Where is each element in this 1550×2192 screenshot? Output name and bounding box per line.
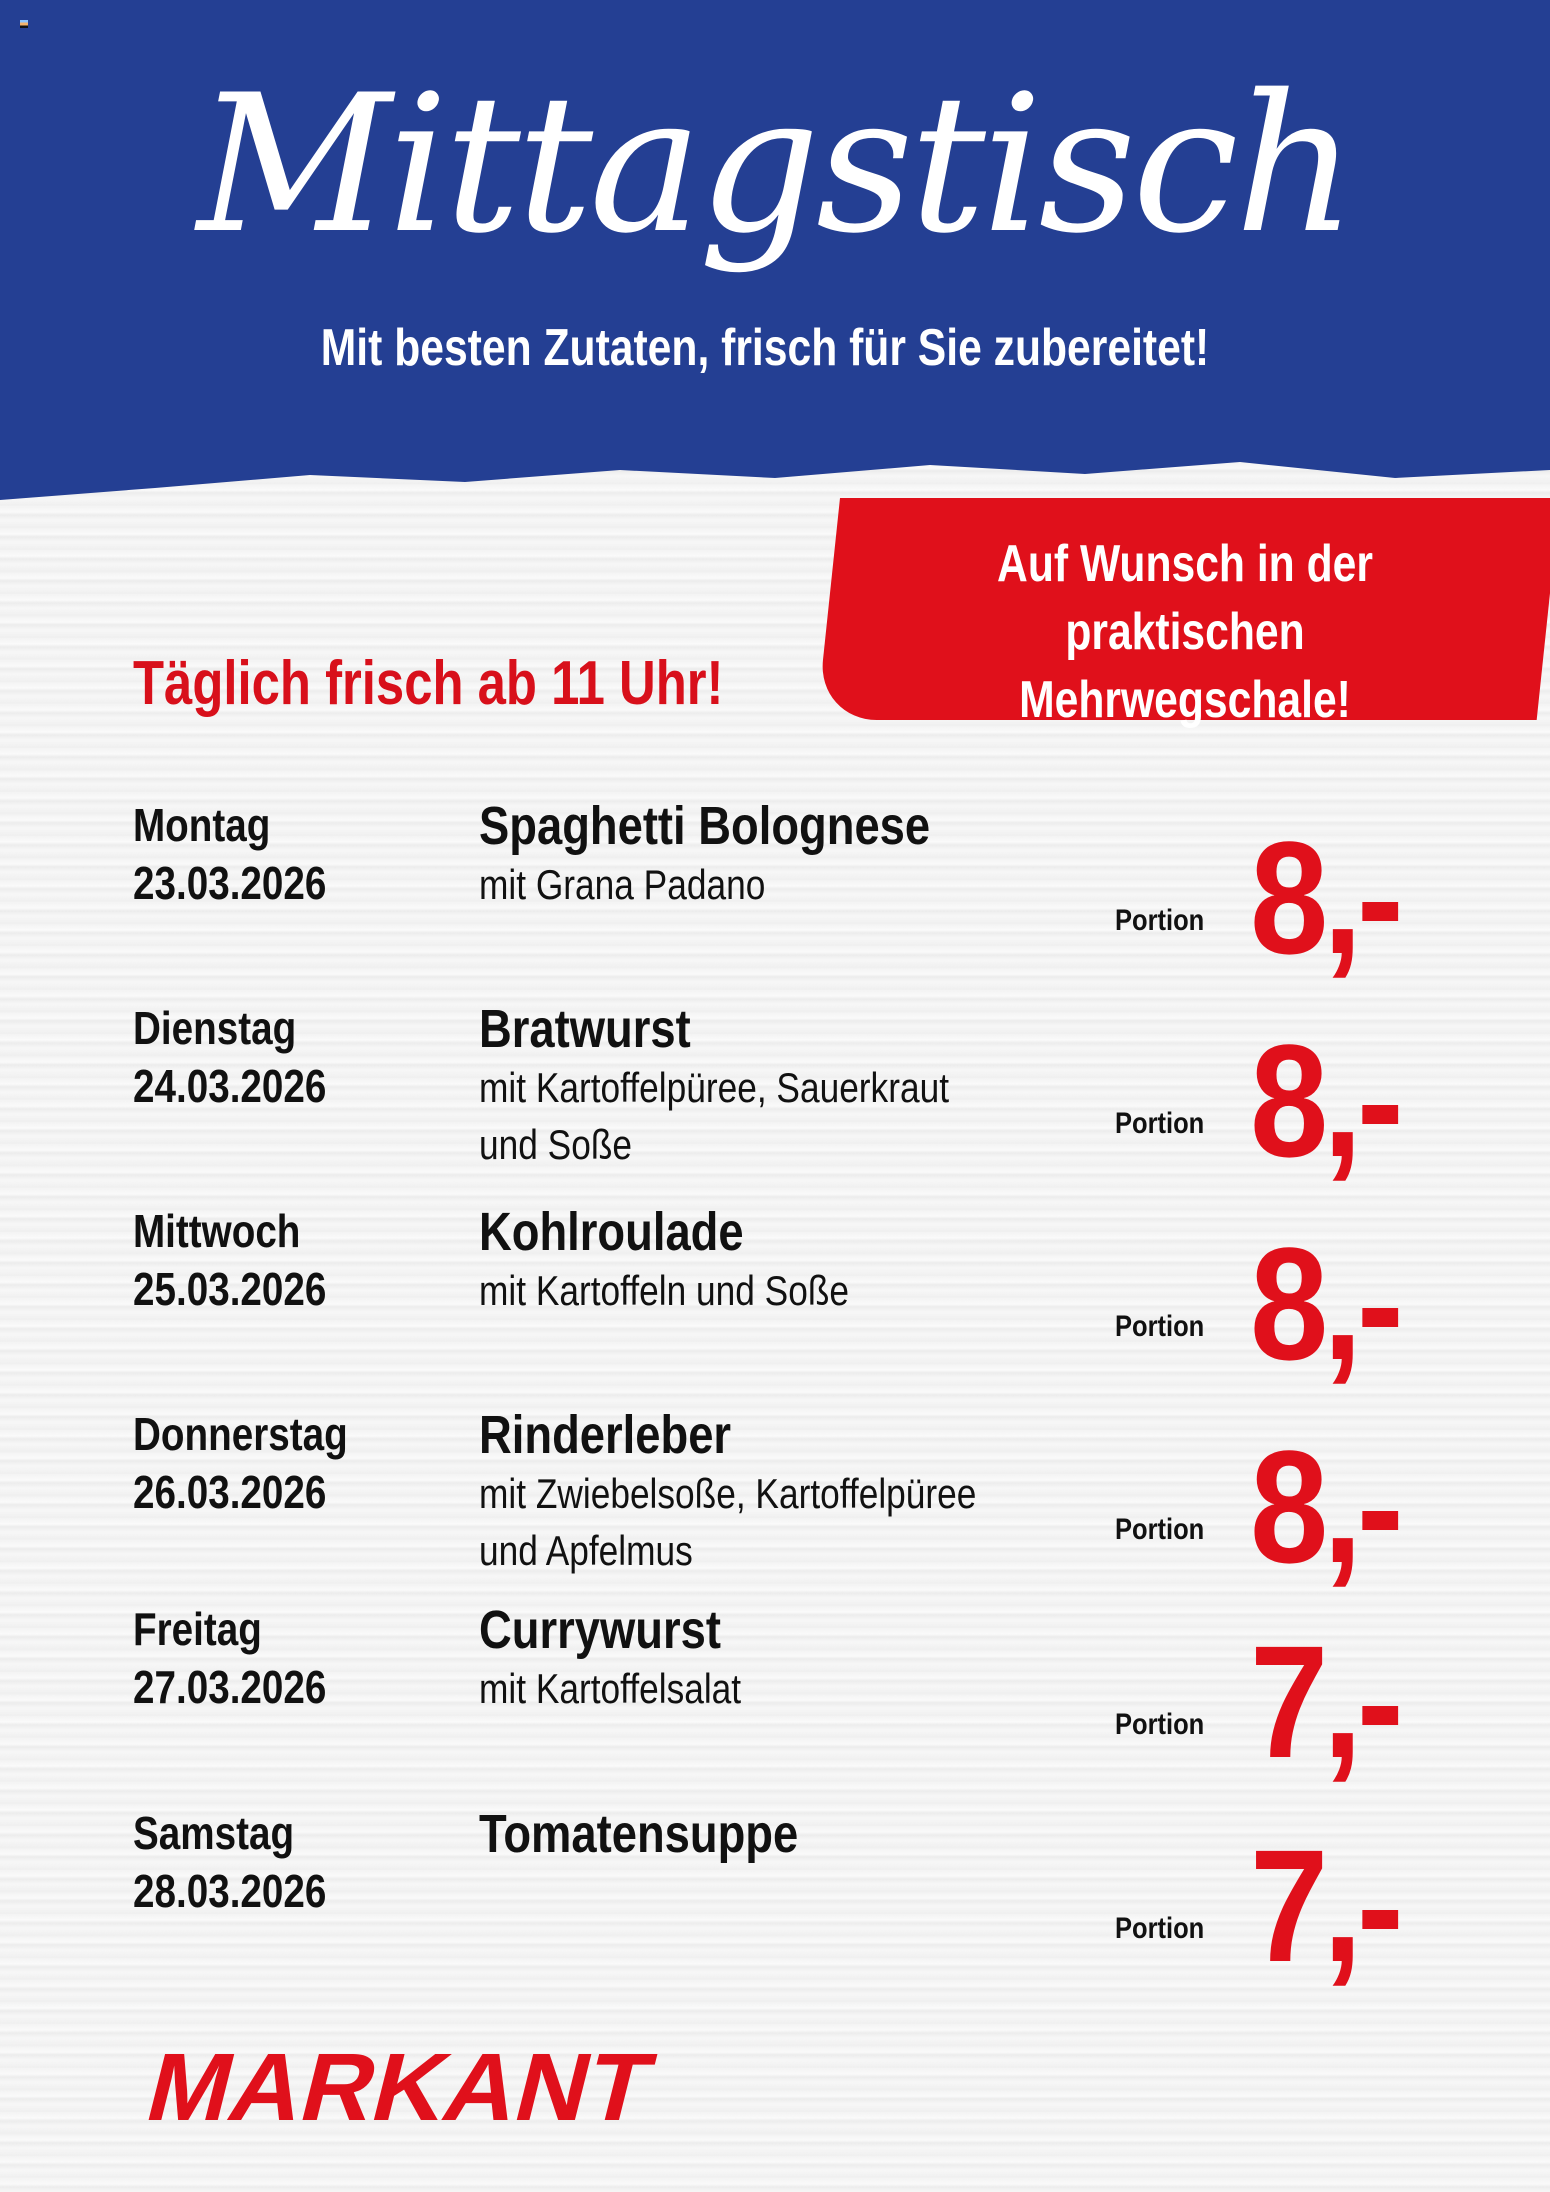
menu-day: Samstag 28.03.2026 [133,1804,326,1920]
page-title: Mittagstisch [197,54,1357,275]
banner-text: Auf Wunsch in der praktischen Mehrwegsch… [997,535,1373,729]
dish-description: mit Kartoffeln und Soße [479,1267,849,1314]
portion-label: Portion [1115,1107,1205,1140]
price: 7,- [1250,1816,1404,1995]
price: 7,- [1250,1612,1404,1791]
menu-day: Freitag 27.03.2026 [133,1600,326,1716]
dish-description: mit Grana Padano [479,861,766,908]
menu-day: Montag 23.03.2026 [133,796,326,912]
day-name: Montag [133,799,271,851]
menu-day: Dienstag 24.03.2026 [133,999,326,1115]
portion-label: Portion [1115,1310,1205,1343]
portion-label: Portion [1115,1513,1205,1546]
dish-name: Bratwurst [479,999,691,1059]
day-date: 27.03.2026 [133,1661,327,1713]
portion-label: Portion [1115,1912,1205,1945]
dish-description: mit Zwiebelsoße, Kartoffelpüree und Apfe… [479,1470,977,1574]
daily-note: Täglich frisch ab 11 Uhr! [133,649,724,718]
price: 8,- [1250,1214,1404,1393]
day-date: 26.03.2026 [133,1466,327,1518]
day-name: Dienstag [133,1002,297,1054]
menu-row: Mittwoch 25.03.2026 Kohlroulade mit Karto… [0,1202,1550,1402]
price: 8,- [1250,808,1404,987]
price: 8,- [1250,1011,1404,1190]
day-date: 23.03.2026 [133,857,327,909]
menu-row: Freitag 27.03.2026 Currywurst mit Kartoff… [0,1600,1550,1800]
dish-name: Tomatensuppe [479,1804,799,1864]
day-date: 24.03.2026 [133,1060,327,1112]
header-band [0,0,1550,500]
menu-day: Mittwoch 25.03.2026 [133,1202,326,1318]
day-name: Freitag [133,1603,262,1655]
day-date: 28.03.2026 [133,1865,327,1917]
day-name: Samstag [133,1807,295,1859]
dish-name: Rinderleber [479,1405,732,1465]
portion-label: Portion [1115,1708,1205,1741]
flag-icon [20,20,28,28]
menu-day: Donnerstag 26.03.2026 [133,1405,348,1521]
svg-text:MARKANT: MARKANT [137,2040,662,2130]
price: 8,- [1250,1417,1404,1596]
menu-row: Donnerstag 26.03.2026 Rinderleber mit Zwi… [0,1405,1550,1605]
dish-description: mit Kartoffelpüree, Sauerkraut und Soße [479,1064,949,1168]
day-name: Mittwoch [133,1205,301,1257]
dish-name: Currywurst [479,1600,721,1660]
day-date: 25.03.2026 [133,1263,327,1315]
menu-row: Montag 23.03.2026 Spaghetti Bolognese mit… [0,796,1550,996]
markant-logo: MARKANT [132,2033,664,2140]
page-subtitle: Mit besten Zutaten, frisch für Sie zuber… [320,319,1210,377]
portion-label: Portion [1115,904,1205,937]
menu-row: Samstag 28.03.2026 Tomatensuppe Portion 7… [0,1804,1550,2004]
menu-row: Dienstag 24.03.2026 Bratwurst mit Kartoff… [0,999,1550,1199]
dish-name: Spaghetti Bolognese [479,796,931,856]
dish-description: mit Kartoffelsalat [479,1665,742,1712]
dish-name: Kohlroulade [479,1202,744,1262]
day-name: Donnerstag [133,1408,348,1460]
